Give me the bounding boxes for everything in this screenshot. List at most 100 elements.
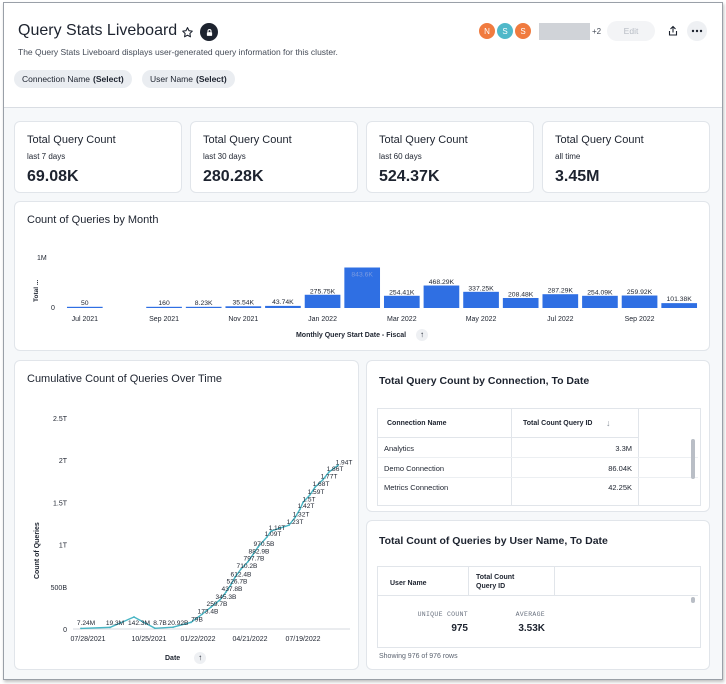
data-point[interactable] — [240, 568, 242, 570]
column-header-connection-name[interactable]: Connection Name — [387, 420, 447, 427]
data-point[interactable] — [322, 478, 324, 481]
verified-lock-icon[interactable] — [200, 23, 218, 41]
y-tick-label: 500B — [51, 585, 68, 592]
column-header-user-name[interactable]: User Name — [390, 580, 427, 587]
data-point[interactable] — [247, 560, 249, 563]
data-point[interactable] — [309, 493, 311, 496]
data-point[interactable] — [257, 546, 259, 548]
data-point[interactable] — [225, 591, 227, 593]
data-label: 1.94T — [336, 459, 353, 466]
data-point[interactable] — [210, 606, 212, 608]
more-users-count[interactable]: +2 — [592, 27, 602, 36]
bar[interactable] — [225, 306, 262, 308]
data-point[interactable] — [252, 553, 254, 556]
summary-average-value: 3.53K — [518, 623, 545, 634]
kpi-card-30-days[interactable]: Total Query Count last 30 days 280.28K — [190, 121, 358, 193]
table-title: Total Query Count by Connection, To Date — [379, 375, 590, 387]
kpi-card-7-days[interactable]: Total Query Count last 7 days 69.08K — [14, 121, 182, 193]
sort-arrow-icon[interactable]: ↑ — [194, 652, 207, 664]
x-tick-label: Nov 2021 — [228, 316, 258, 323]
column-header-total-count[interactable]: Total Count Query ID — [523, 420, 593, 427]
data-point[interactable] — [190, 621, 192, 624]
column-header-total-count-line1[interactable]: Total Count — [476, 574, 515, 581]
share-icon[interactable] — [664, 22, 682, 40]
data-point[interactable] — [133, 616, 135, 618]
query-count-by-user-card[interactable]: Total Count of Queries by User Name, To … — [366, 520, 710, 670]
connection-table: Connection Name Total Count Query ID ↓ A… — [377, 408, 701, 506]
avatar[interactable]: N — [478, 22, 496, 40]
data-point[interactable] — [201, 613, 203, 616]
data-point[interactable] — [270, 530, 272, 532]
data-label: 345.3B — [216, 594, 238, 601]
kpi-subtitle: all time — [555, 152, 581, 161]
avatar[interactable]: S — [514, 22, 532, 40]
data-point[interactable] — [266, 536, 268, 538]
bar[interactable] — [542, 294, 579, 308]
y-tick-label: 2T — [59, 458, 68, 465]
chart-title: Count of Queries by Month — [27, 214, 159, 226]
bar[interactable] — [661, 303, 698, 308]
y-tick-label: 1T — [59, 543, 68, 550]
bar[interactable] — [185, 306, 222, 308]
data-label: 8.23K — [195, 300, 213, 307]
data-point[interactable] — [288, 524, 290, 527]
bar[interactable] — [423, 285, 460, 308]
sort-arrow-icon[interactable]: ↑ — [416, 329, 429, 341]
bar[interactable] — [621, 295, 658, 308]
data-label: 1.77T — [321, 474, 338, 481]
filter-chip-connection-name[interactable]: Connection Name (Select) — [14, 70, 132, 88]
data-point[interactable] — [109, 626, 111, 629]
x-tick-label: Jul 2022 — [547, 316, 574, 323]
y-tick-label: 2.5T — [53, 416, 68, 423]
avatar[interactable]: S — [496, 22, 514, 40]
data-point[interactable] — [234, 576, 236, 579]
data-point[interactable] — [328, 471, 330, 473]
data-point[interactable] — [80, 627, 82, 630]
kpi-title: Total Query Count — [27, 134, 116, 146]
data-point[interactable] — [314, 486, 316, 489]
data-point[interactable] — [154, 627, 156, 630]
data-point[interactable] — [219, 598, 221, 601]
bar[interactable] — [265, 305, 301, 308]
edit-button[interactable]: Edit — [607, 21, 655, 41]
more-options-icon[interactable] — [687, 21, 707, 41]
sort-desc-icon[interactable]: ↓ — [606, 418, 611, 428]
table-scrollbar[interactable] — [691, 597, 695, 603]
redacted-user-name — [539, 23, 590, 40]
query-count-by-connection-card[interactable]: Total Query Count by Connection, To Date… — [366, 360, 710, 512]
data-label: 526.7B — [227, 579, 249, 586]
x-axis-label: Monthly Query Start Date - Fiscal — [295, 331, 407, 339]
data-label: 43.74K — [272, 299, 294, 306]
bar[interactable] — [66, 306, 103, 308]
liveboard-frame: Query Stats Liveboard The Query Stats Li… — [3, 2, 723, 680]
kpi-card-60-days[interactable]: Total Query Count last 60 days 524.37K — [366, 121, 534, 193]
column-header-total-count-line2[interactable]: Query ID — [476, 583, 506, 590]
data-point[interactable] — [230, 583, 232, 586]
kpi-card-all-time[interactable]: Total Query Count all time 3.45M — [542, 121, 710, 193]
filter-chip-user-name[interactable]: User Name (Select) — [142, 70, 235, 88]
bar[interactable] — [383, 295, 420, 308]
kpi-subtitle: last 60 days — [379, 152, 422, 161]
table-scrollbar[interactable] — [691, 439, 695, 479]
data-label: 50 — [81, 300, 89, 307]
data-label: 79B — [191, 616, 203, 623]
bar[interactable] — [582, 295, 618, 308]
data-point[interactable] — [299, 508, 301, 511]
data-point[interactable] — [337, 464, 339, 467]
table-title: Total Count of Queries by User Name, To … — [379, 535, 608, 547]
monthly-queries-card[interactable]: Count of Queries by Month 1M 0 Total ... 50… — [14, 201, 710, 351]
cumulative-queries-card[interactable]: Cumulative Count of Queries Over Time 2.… — [14, 360, 359, 670]
table-header-row — [378, 409, 638, 438]
data-label: 275.75K — [310, 288, 336, 295]
data-point[interactable] — [294, 516, 296, 519]
star-icon[interactable] — [178, 23, 196, 41]
bar[interactable] — [304, 294, 341, 308]
data-label: 468.29K — [429, 279, 455, 286]
bar[interactable] — [463, 291, 499, 308]
data-point[interactable] — [172, 626, 174, 629]
data-point[interactable] — [302, 501, 304, 504]
x-tick-label: 01/22/2022 — [180, 636, 215, 643]
bar[interactable] — [502, 297, 539, 308]
bar[interactable] — [344, 267, 381, 308]
bar[interactable] — [146, 306, 182, 308]
